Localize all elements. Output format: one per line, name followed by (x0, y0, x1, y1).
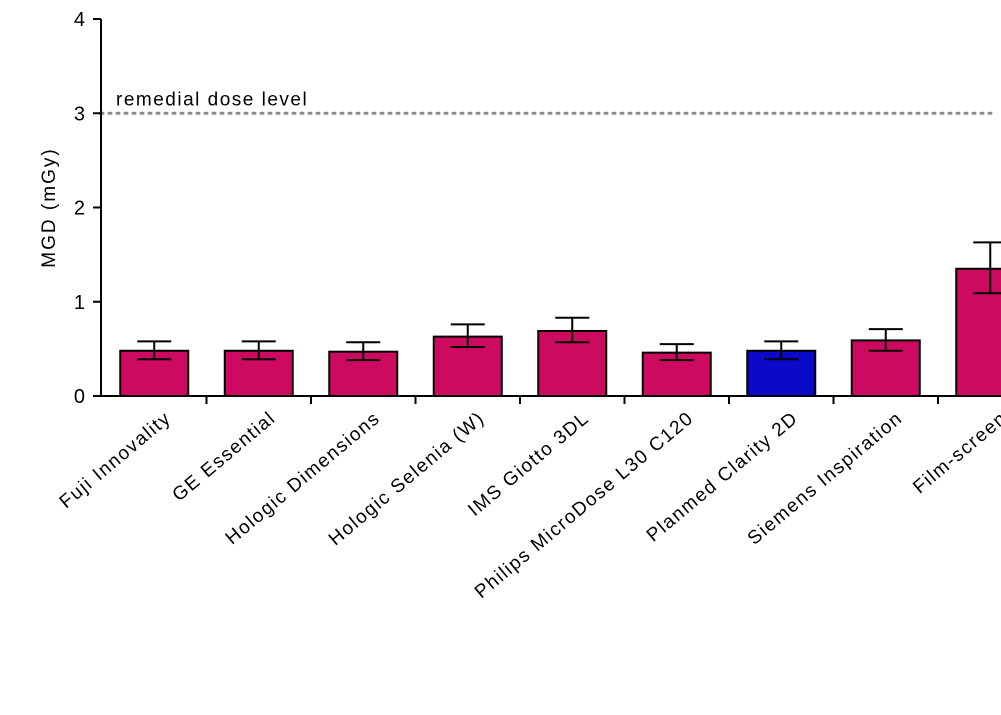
bars-group (119, 267, 1001, 398)
y-tick-label: 1 (74, 292, 85, 314)
y-ticks-group: 0 1 2 3 4 (74, 9, 101, 408)
bar-film-screen (955, 267, 1001, 398)
x-category-label: Philips MicroDose L30 C120 (471, 408, 698, 603)
y-tick-label: 0 (74, 386, 85, 408)
error-bars-group (137, 241, 1001, 362)
x-category-label: Film-screen (909, 408, 1001, 498)
y-tick-label: 4 (74, 9, 85, 31)
remedial-dose-label: remedial dose level (116, 89, 308, 110)
y-tick-label: 2 (74, 198, 85, 220)
reference-line-group: remedial dose level (99, 89, 997, 115)
x-category-label: GE Essential (169, 408, 280, 506)
x-category-label: Fuji Innovality (56, 408, 176, 513)
y-axis-title: MGD (mGy) (39, 147, 60, 267)
y-tick-label: 3 (74, 103, 85, 125)
